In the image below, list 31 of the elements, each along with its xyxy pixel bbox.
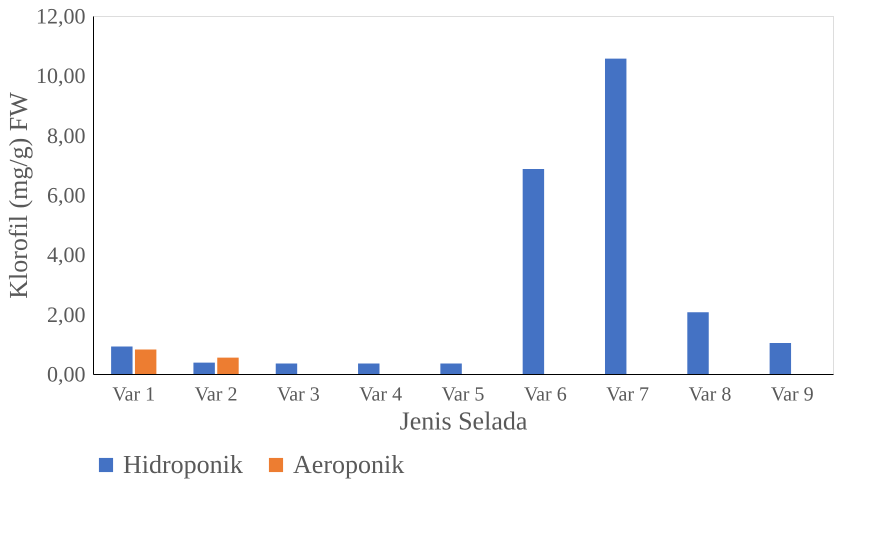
x-tick-label: Var 9 [770,384,814,406]
bar [604,58,626,374]
x-tick-label: Var 8 [688,384,732,406]
bar [217,358,239,374]
bar [193,362,215,374]
x-tick-label: Var 5 [442,384,484,406]
x-axis-title: Jenis Selada [400,406,528,436]
x-tick-label: Var 2 [194,384,238,406]
y-axis-title: Klorofil (mg/g) FW [4,92,33,299]
x-tick-label: Var 3 [276,384,320,406]
y-tick-label: 12,00 [36,4,86,28]
bar [134,350,156,374]
legend-label: Hidroponik [123,450,243,479]
bar [276,364,298,374]
legend-label: Aeroponik [293,450,404,479]
y-tick-label: 6,00 [47,182,86,208]
x-tick-label: Var 7 [606,384,650,406]
bar [440,364,462,374]
bar [358,364,380,374]
bar [687,312,709,374]
x-tick-label: Var 4 [359,384,402,406]
y-tick-label: 2,00 [47,302,86,327]
bar [522,169,544,374]
x-tick-label: Var 6 [524,384,567,406]
y-tick-label: 10,00 [36,63,86,88]
y-tick-label: 0,00 [47,362,86,386]
bar [111,346,133,374]
x-tick-label: Var 1 [112,384,156,406]
y-tick-label: 8,00 [47,122,86,148]
bar [770,342,792,374]
y-tick-label: 4,00 [47,242,86,268]
